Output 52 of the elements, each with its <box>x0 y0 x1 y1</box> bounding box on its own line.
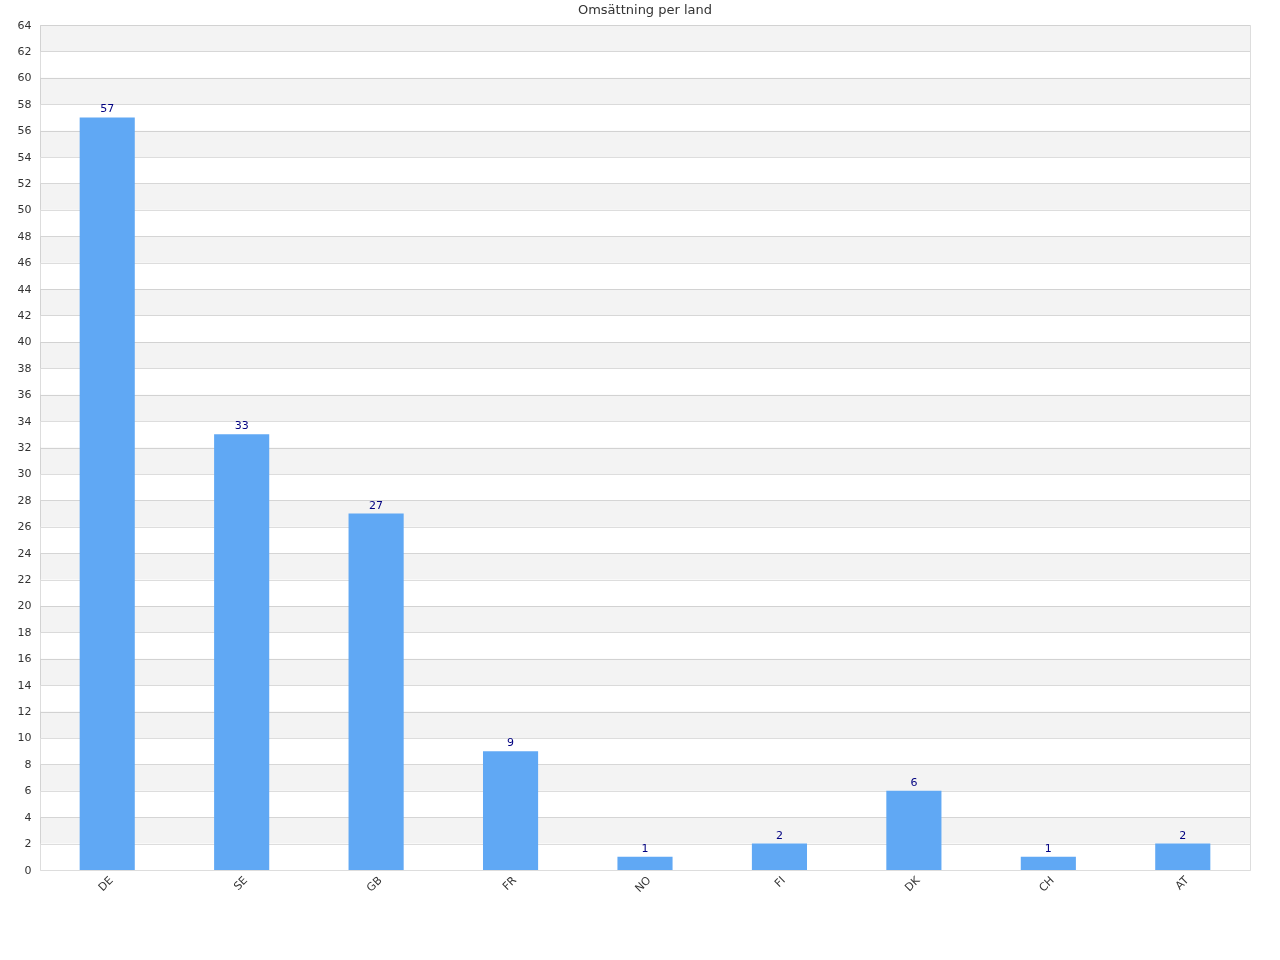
y-tick-label: 12 <box>17 705 32 719</box>
y-tick-label: 64 <box>17 18 32 32</box>
x-tick-label: NO <box>632 873 654 895</box>
y-tick-label: 20 <box>17 599 32 613</box>
y-tick-label: 30 <box>17 467 32 481</box>
x-tick-label: DE <box>95 873 116 894</box>
data-label: 2 <box>1179 828 1187 842</box>
y-tick-label: 52 <box>17 176 32 190</box>
y-tick-label: 42 <box>17 308 32 322</box>
y-tick-label: 16 <box>17 652 32 666</box>
x-tick-label: AT <box>1172 873 1192 893</box>
y-tick-label: 44 <box>17 282 32 296</box>
y-tick-label: 4 <box>24 810 32 824</box>
x-tick-label: DK <box>902 873 923 895</box>
x-tick-label: SE <box>231 873 251 893</box>
y-tick-label: 34 <box>17 414 32 428</box>
data-label: 9 <box>507 736 515 750</box>
y-tick-label: 50 <box>17 203 32 217</box>
y-tick-label: 0 <box>24 863 32 877</box>
y-tick-label: 36 <box>17 388 32 402</box>
y-tick-label: 32 <box>17 441 32 454</box>
chart-title: Omsättning per land <box>577 2 713 17</box>
y-tick-label: 6 <box>24 784 32 798</box>
data-label: 57 <box>100 102 115 116</box>
y-tick-label: 24 <box>17 546 32 560</box>
x-tick-label: FI <box>771 873 788 890</box>
y-tick-label: 54 <box>17 150 32 164</box>
y-tick-label: 56 <box>17 124 32 138</box>
x-tick-label: GB <box>364 873 385 895</box>
data-label: 1 <box>641 841 649 855</box>
data-label: 27 <box>369 498 384 512</box>
data-label: 2 <box>775 828 783 842</box>
y-tick-label: 28 <box>17 493 32 507</box>
x-tick-label: CH <box>1036 873 1057 895</box>
y-tick-label: 8 <box>24 757 32 771</box>
y-tick-label: 46 <box>17 256 32 270</box>
y-tick-label: 14 <box>17 678 32 692</box>
y-tick-label: 26 <box>17 520 32 534</box>
x-tick-label: FR <box>499 873 520 893</box>
data-label: 6 <box>910 775 918 789</box>
data-label: 33 <box>234 419 249 433</box>
y-tick-label: 60 <box>17 71 32 85</box>
y-tick-label: 62 <box>17 44 32 58</box>
y-tick-label: 48 <box>17 229 32 243</box>
data-label: 1 <box>1044 841 1052 855</box>
y-tick-label: 58 <box>17 97 32 111</box>
y-tick-label: 22 <box>17 573 32 587</box>
y-tick-label: 2 <box>24 837 32 851</box>
y-tick-label: 40 <box>17 335 32 349</box>
y-tick-label: 10 <box>17 731 32 745</box>
y-tick-label: 38 <box>17 361 32 375</box>
y-tick-label: 18 <box>17 625 32 639</box>
